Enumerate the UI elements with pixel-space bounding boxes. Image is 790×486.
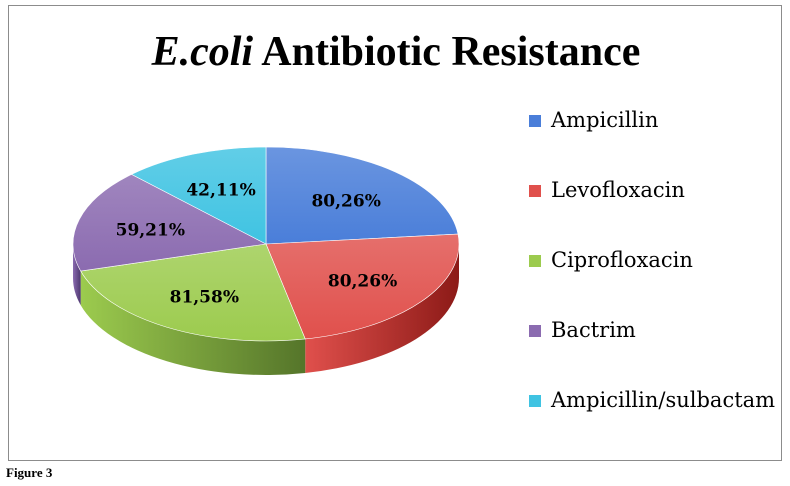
legend-item: Ampicillin xyxy=(529,104,779,174)
legend-swatch xyxy=(529,325,541,337)
pie-slice-bactrim xyxy=(72,174,267,272)
data-label-4: 42,11% xyxy=(186,180,255,200)
pie-sides xyxy=(73,244,459,375)
pie-slices xyxy=(72,146,460,342)
legend-label: Ciprofloxacin xyxy=(551,248,693,272)
data-label-0: 80,26% xyxy=(311,191,380,211)
data-label-3: 59,21% xyxy=(116,221,185,241)
data-label-1: 80,26% xyxy=(328,272,397,292)
legend-item: Bactrim xyxy=(529,314,779,384)
data-label-2: 81,58% xyxy=(170,288,239,308)
legend-swatch xyxy=(529,395,541,407)
chart-title-rest: Antibiotic Resistance xyxy=(253,29,641,75)
legend-swatch xyxy=(529,115,541,127)
legend: Ampicillin Levofloxacin Ciprofloxacin Bactr… xyxy=(529,104,779,454)
pie-side-2 xyxy=(80,271,306,375)
legend-label: Bactrim xyxy=(551,318,636,342)
pie-data-labels: 80,26% 80,26% 81,58% 59,21% 42,11% xyxy=(116,180,398,307)
pie-chart: 80,26% 80,26% 81,58% 59,21% 42,11% xyxy=(72,146,460,375)
pie-slice-ampicillin xyxy=(265,146,459,245)
legend-swatch xyxy=(529,185,541,197)
legend-label: Levofloxacin xyxy=(551,178,685,202)
legend-item: Levofloxacin xyxy=(529,174,779,244)
legend-swatch xyxy=(529,255,541,267)
chart-frame: E.coli Antibiotic Resistance 80,26% 80,26… xyxy=(8,5,782,461)
legend-item: Ciprofloxacin xyxy=(529,244,779,314)
legend-label: Ampicillin/sulbactam xyxy=(551,388,776,412)
pie-slice-ampicillin-sulbactam xyxy=(130,146,267,245)
legend-label: Ampicillin xyxy=(551,108,659,132)
figure-caption: Figure 3 xyxy=(6,465,53,480)
pie-side-1 xyxy=(305,244,459,373)
chart-title: E.coli Antibiotic Resistance xyxy=(9,28,783,76)
pie-slice-levofloxacin xyxy=(265,233,460,340)
chart-title-italic: E.coli xyxy=(151,29,254,75)
pie-side-3 xyxy=(73,244,81,306)
legend-item: Ampicillin/sulbactam xyxy=(529,384,779,454)
pie-slice-ciprofloxacin xyxy=(80,243,306,342)
